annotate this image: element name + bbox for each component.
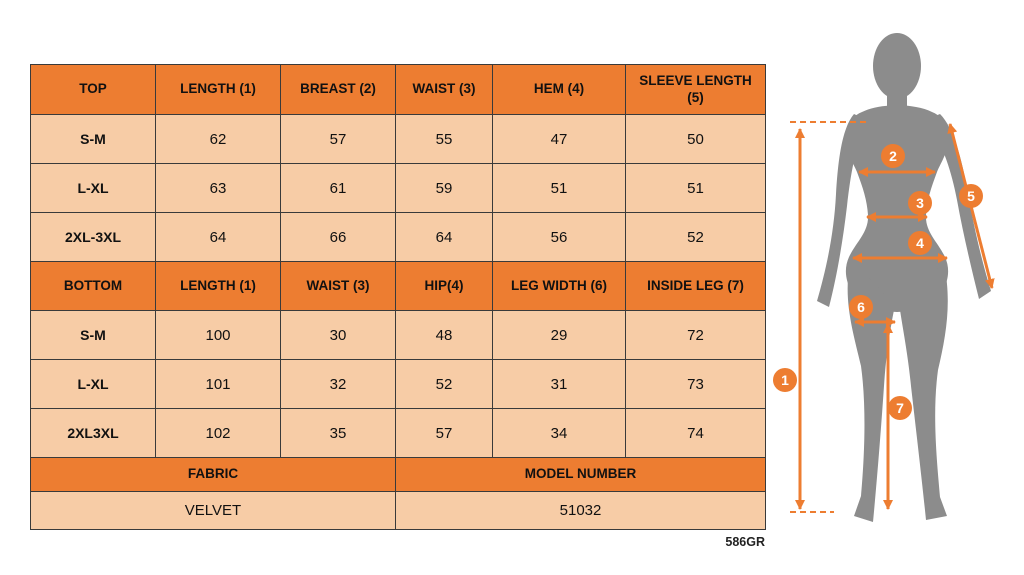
- table-row: 2XL-3XL 64 66 64 56 52: [30, 212, 766, 262]
- marker-4-badge: [908, 231, 932, 255]
- size-label-cell: S-M: [30, 114, 156, 164]
- size-label-cell: 2XL3XL: [30, 408, 156, 458]
- figure-left-leg: [847, 264, 894, 522]
- header-cell-waist: WAIST (3): [395, 64, 493, 115]
- size-chart-table: TOP LENGTH (1) BREAST (2) WAIST (3) HEM …: [30, 64, 766, 530]
- header-cell-length: LENGTH (1): [155, 64, 281, 115]
- measurement-cell: 52: [395, 359, 493, 409]
- marker-3-label: 3: [916, 195, 924, 211]
- figure-left-arm: [817, 114, 869, 307]
- table-row: 2XL3XL 102 35 57 34 74: [30, 408, 766, 458]
- product-code: 586GR: [725, 535, 765, 549]
- marker-1-label: 1: [781, 372, 789, 388]
- table-row: S-M 100 30 48 29 72: [30, 310, 766, 360]
- table-row: S-M 62 57 55 47 50: [30, 114, 766, 164]
- marker-5-label: 5: [967, 188, 975, 204]
- measurement-figure: 1 2 3 4 5 6 7: [773, 33, 995, 522]
- header-cell-top: TOP: [30, 64, 156, 115]
- measurement-cell: 30: [280, 310, 396, 360]
- marker-3-badge: [908, 191, 932, 215]
- header-cell-inside-leg: INSIDE LEG (7): [625, 261, 766, 311]
- size-chart-container: TOP LENGTH (1) BREAST (2) WAIST (3) HEM …: [30, 64, 766, 530]
- figure-head: [873, 33, 921, 99]
- marker-7-badge: [888, 396, 912, 420]
- measurement-cell: 51: [625, 163, 766, 213]
- female-silhouette: [817, 33, 991, 522]
- measurement-cell: 73: [625, 359, 766, 409]
- size-label-cell: 2XL-3XL: [30, 212, 156, 262]
- measurement-cell: 51: [492, 163, 626, 213]
- header-cell-sleeve-length: SLEEVE LENGTH (5): [625, 64, 766, 115]
- marker-7-label: 7: [896, 400, 904, 416]
- measurement-cell: 64: [155, 212, 281, 262]
- measurement-cell: 72: [625, 310, 766, 360]
- marker-6-label: 6: [857, 299, 865, 315]
- measurement-cell: 102: [155, 408, 281, 458]
- measurement-cell: 64: [395, 212, 493, 262]
- measurement-cell: 50: [625, 114, 766, 164]
- measurement-cell: 34: [492, 408, 626, 458]
- header-cell-hip: HIP(4): [395, 261, 493, 311]
- measurement-cell: 57: [280, 114, 396, 164]
- marker-6-badge: [849, 295, 873, 319]
- marker-2-label: 2: [889, 148, 897, 164]
- measurement-cell: 100: [155, 310, 281, 360]
- top-header-row: TOP LENGTH (1) BREAST (2) WAIST (3) HEM …: [30, 64, 766, 115]
- marker-badges: 1 2 3 4 5 6 7: [773, 144, 983, 420]
- measurement-cell: 31: [492, 359, 626, 409]
- bottom-header-row: BOTTOM LENGTH (1) WAIST (3) HIP(4) LEG W…: [30, 261, 766, 311]
- table-row: L-XL 101 32 52 31 73: [30, 359, 766, 409]
- measurement-cell: 59: [395, 163, 493, 213]
- footer-value-row: VELVET 51032: [30, 491, 766, 530]
- header-cell-leg-width: LEG WIDTH (6): [492, 261, 626, 311]
- header-cell-hem: HEM (4): [492, 64, 626, 115]
- measurement-cell: 35: [280, 408, 396, 458]
- figure-right-leg: [900, 264, 948, 520]
- marker-4-label: 4: [916, 235, 924, 251]
- header-cell-waist: WAIST (3): [280, 261, 396, 311]
- model-number-label-cell: MODEL NUMBER: [395, 457, 766, 492]
- measurement-cell: 57: [395, 408, 493, 458]
- header-cell-bottom: BOTTOM: [30, 261, 156, 311]
- header-cell-length: LENGTH (1): [155, 261, 281, 311]
- measurement-cell: 32: [280, 359, 396, 409]
- measurement-cell: 55: [395, 114, 493, 164]
- table-row: L-XL 63 61 59 51 51: [30, 163, 766, 213]
- size-label-cell: S-M: [30, 310, 156, 360]
- model-number-value-cell: 51032: [395, 491, 766, 530]
- header-cell-breast: BREAST (2): [280, 64, 396, 115]
- measurement-cell: 66: [280, 212, 396, 262]
- size-label-cell: L-XL: [30, 359, 156, 409]
- measurement-cell: 63: [155, 163, 281, 213]
- marker-1-badge: [773, 368, 797, 392]
- measurement-cell: 48: [395, 310, 493, 360]
- footer-header-row: FABRIC MODEL NUMBER: [30, 457, 766, 492]
- measurement-cell: 56: [492, 212, 626, 262]
- marker-5-badge: [959, 184, 983, 208]
- fabric-label-cell: FABRIC: [30, 457, 396, 492]
- measurement-cell: 74: [625, 408, 766, 458]
- measurement-cell: 52: [625, 212, 766, 262]
- measurement-cell: 62: [155, 114, 281, 164]
- marker-2-badge: [881, 144, 905, 168]
- measurement-cell: 61: [280, 163, 396, 213]
- measurement-cell: 47: [492, 114, 626, 164]
- fabric-value-cell: VELVET: [30, 491, 396, 530]
- measurement-cell: 101: [155, 359, 281, 409]
- measurement-cell: 29: [492, 310, 626, 360]
- size-label-cell: L-XL: [30, 163, 156, 213]
